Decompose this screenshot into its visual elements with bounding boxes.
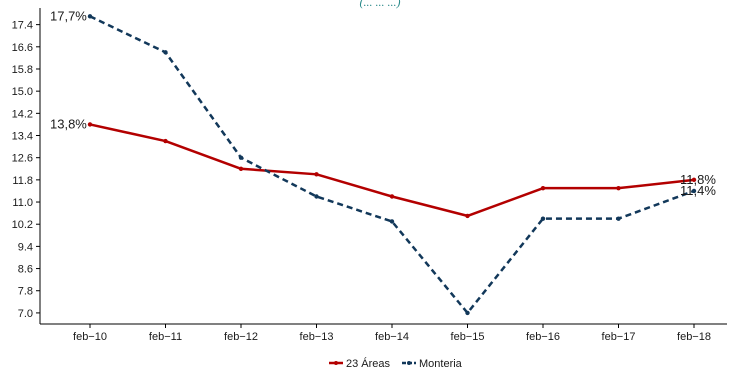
series-line-2 [89, 15, 695, 315]
y-tick-label: 8.6 [18, 264, 33, 276]
x-tick-label: feb−11 [149, 331, 182, 343]
data-point [616, 185, 621, 191]
data-point [691, 177, 697, 183]
x-tick-label: feb−12 [224, 331, 258, 343]
data-point [314, 172, 319, 177]
data-point [314, 194, 319, 199]
x-tick-label: feb−15 [451, 331, 485, 343]
x-tick-label: feb−10 [73, 331, 107, 343]
data-point [238, 155, 244, 160]
data-point [616, 216, 621, 221]
y-tick-label: 17.4 [12, 20, 33, 32]
data-point [163, 138, 168, 144]
x-tick-label: feb−14 [375, 331, 409, 343]
data-point [389, 219, 395, 224]
x-tick-label: feb−16 [526, 331, 560, 343]
y-tick-label: 9.4 [18, 241, 33, 253]
y-tick-label: 13.4 [12, 131, 33, 143]
y-tick-label: 7.0 [18, 308, 33, 320]
y-tick-label: 16.6 [12, 42, 33, 54]
x-tick-label: feb−17 [602, 331, 636, 343]
data-point [540, 185, 546, 191]
chart-legend: 23 Áreas Monteria [329, 357, 463, 370]
y-tick-label: 14.2 [12, 108, 33, 120]
x-tick-label: feb−13 [300, 331, 334, 343]
data-label: 13,8% [50, 116, 87, 131]
annotation-layer: 17,7% 13,8% 11,8%11,4% [50, 8, 716, 198]
data-point [163, 50, 168, 55]
chart-title-fragment: (... ... ...) [360, 0, 401, 9]
data-point [238, 166, 244, 171]
x-tick-label: feb−18 [677, 331, 711, 343]
y-tick-label: 11.8 [12, 175, 33, 187]
data-label: 17,7% [50, 8, 87, 23]
data-point [540, 216, 546, 221]
y-tick-label: 7.8 [18, 286, 33, 298]
legend-swatch-marker [407, 361, 411, 365]
data-label: 11,4% [680, 183, 716, 198]
y-tick-label: 10.2 [12, 219, 33, 231]
y-tick-label: 15.0 [12, 86, 33, 98]
legend-swatch-marker [334, 361, 338, 365]
legend-label: Monteria [419, 358, 463, 370]
data-label: 11,8% [680, 172, 716, 187]
data-point [465, 213, 470, 219]
y-tick-label: 12.6 [12, 153, 33, 165]
data-point [87, 122, 93, 127]
series-layer [87, 14, 697, 316]
legend-label: 23 Áreas [346, 357, 391, 370]
y-tick-label: 15.8 [12, 64, 33, 76]
data-point [87, 14, 93, 19]
data-point [691, 188, 697, 194]
y-tick-label: 11.0 [12, 197, 33, 209]
chart-axes: 7.0 7.8 8.6 9.4 10.2 11.0 11.8 12.6 13.4 14.2 15.0… [12, 8, 727, 343]
data-point [389, 194, 395, 199]
series-line-1 [89, 123, 695, 218]
data-point [465, 310, 470, 316]
